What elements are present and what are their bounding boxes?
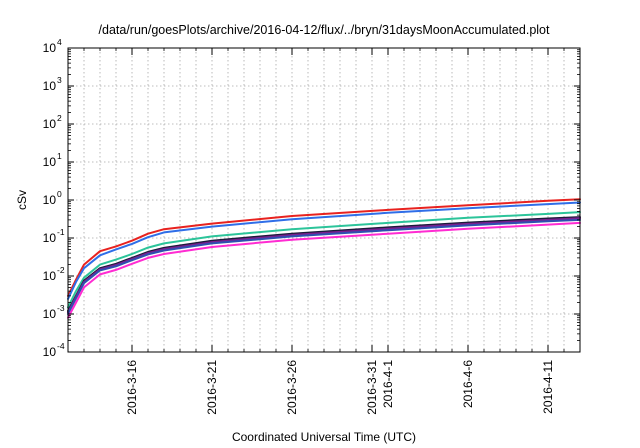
y-tick-label: 10 [43, 269, 57, 283]
x-tick-label: 2016-3-26 [285, 360, 299, 415]
x-axis-label: Coordinated Universal Time (UTC) [232, 430, 416, 444]
y-tick-exponent: 4 [57, 37, 62, 47]
x-axis: 2016-3-16 2016-3-21 2016-3-26 2016-3-31 2016… [83, 48, 565, 415]
series-line [67, 221, 581, 319]
x-tick-label: 2016-4-11 [541, 360, 555, 414]
x-tick-label: 2016-4-1 [381, 360, 395, 408]
y-tick-label: 10 [43, 193, 57, 207]
y-tick-label: 10 [43, 79, 57, 93]
y-tick-exponent: 1 [57, 151, 62, 161]
y-tick-exponent: 0 [57, 189, 62, 199]
y-tick-exponent: -3 [57, 303, 65, 313]
y-axis-label: cSv [15, 190, 29, 210]
y-tick-label: 10 [43, 231, 57, 245]
x-tick-label: 2016-3-21 [205, 360, 219, 415]
y-tick-exponent: 3 [57, 75, 62, 85]
x-tick-label: 2016-4-6 [461, 360, 475, 408]
series-line [67, 211, 581, 309]
y-tick-label: 10 [43, 345, 57, 359]
y-tick-exponent: 2 [57, 113, 62, 123]
series-line [67, 218, 581, 315]
x-tick-label: 2016-3-16 [125, 360, 139, 415]
series-line [67, 201, 581, 300]
y-tick-label: 10 [43, 307, 57, 321]
grid [68, 48, 580, 352]
x-tick-label: 2016-3-31 [365, 360, 379, 415]
y-tick-exponent: -1 [57, 227, 65, 237]
series-line [67, 198, 581, 297]
y-tick-exponent: -2 [57, 265, 65, 275]
series-layer [67, 198, 581, 319]
chart-title: /data/run/goesPlots/archive/2016-04-12/f… [99, 23, 550, 37]
y-tick-label: 10 [43, 155, 57, 169]
y-tick-label: 10 [43, 117, 57, 131]
y-tick-exponent: -4 [57, 341, 65, 351]
y-tick-label: 10 [43, 41, 57, 55]
